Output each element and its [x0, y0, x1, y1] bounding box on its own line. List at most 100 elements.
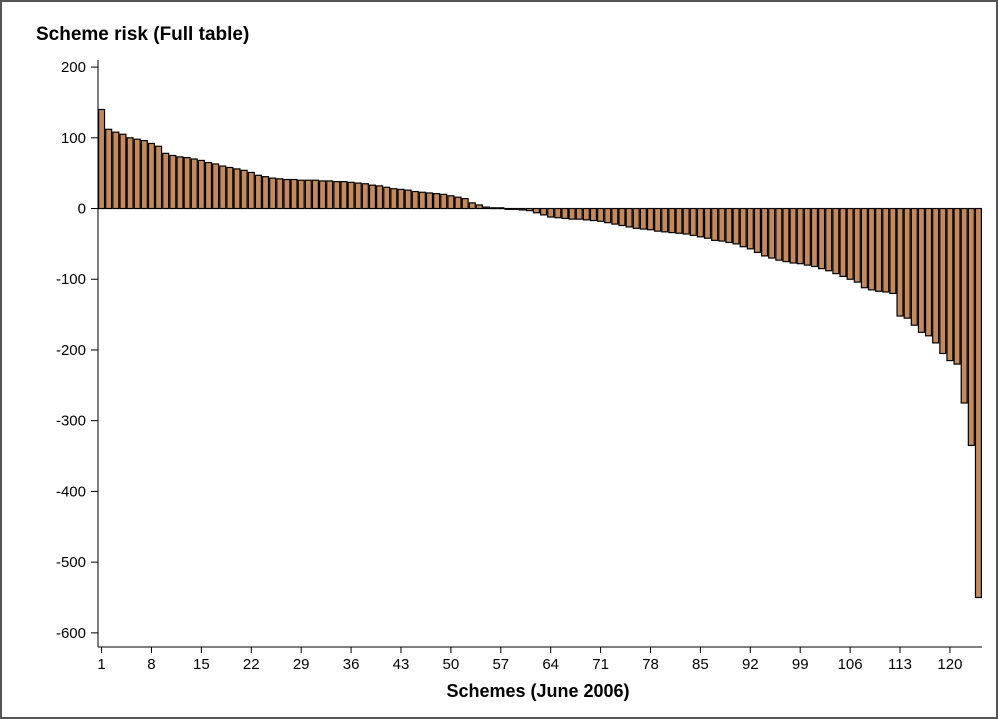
bar — [97, 108, 106, 210]
bar — [554, 207, 562, 219]
bar — [383, 186, 391, 210]
y-tick-label: 200 — [61, 59, 86, 76]
bar — [155, 145, 163, 210]
bar — [689, 207, 697, 236]
bar — [261, 176, 270, 210]
bar — [711, 207, 719, 241]
bar — [910, 207, 918, 326]
bar — [233, 168, 241, 210]
bar — [340, 181, 348, 210]
x-tick-label: 1 — [97, 656, 105, 673]
bar — [960, 207, 968, 404]
bar — [611, 207, 619, 225]
bar — [411, 190, 419, 210]
bar — [461, 198, 469, 210]
bar — [140, 140, 148, 210]
bar — [575, 207, 583, 220]
bar — [147, 142, 156, 210]
bar — [354, 182, 362, 210]
bar — [404, 189, 412, 210]
bar — [504, 207, 512, 210]
bar — [903, 207, 911, 319]
bar — [475, 204, 483, 210]
bar — [839, 207, 847, 278]
bar — [297, 179, 305, 210]
bar — [924, 207, 933, 337]
bar — [447, 195, 455, 210]
bar — [604, 207, 612, 224]
x-tick-label: 57 — [492, 656, 509, 673]
x-tick-label: 43 — [393, 656, 410, 673]
bar — [397, 188, 405, 210]
bar — [775, 207, 783, 261]
bar — [654, 207, 662, 232]
bar — [518, 207, 526, 211]
bar — [119, 133, 127, 210]
x-tick-label: 113 — [888, 656, 912, 673]
bar — [490, 207, 498, 210]
y-tick-label: -100 — [56, 271, 86, 288]
x-tick-label: 36 — [343, 656, 360, 673]
x-tick-label: 71 — [592, 656, 609, 673]
bar — [810, 207, 819, 268]
bar — [632, 207, 640, 229]
y-tick-label: -200 — [56, 342, 86, 359]
bar — [703, 207, 712, 239]
bar — [190, 158, 198, 210]
bar — [226, 166, 234, 210]
bar — [853, 207, 861, 283]
bar — [290, 178, 298, 210]
bar — [440, 193, 448, 210]
bar — [867, 207, 876, 291]
bar — [525, 207, 533, 212]
bar — [276, 178, 284, 210]
x-tick-label: 99 — [792, 656, 809, 673]
bar — [219, 165, 227, 210]
plot-area: 200 100 0 -100 -200 -300 -400 -500 -600 1 8 15 22 29 3… — [56, 59, 982, 673]
bar — [789, 207, 797, 264]
bar — [347, 181, 355, 210]
bar — [932, 207, 940, 344]
bar — [882, 207, 890, 293]
bar — [376, 185, 384, 210]
bar — [326, 180, 334, 210]
y-tick-label: -400 — [56, 483, 86, 500]
bar — [696, 207, 704, 238]
bar — [597, 207, 605, 222]
bar — [939, 207, 947, 355]
bar — [661, 207, 669, 233]
bar — [468, 202, 476, 210]
bar — [832, 207, 840, 275]
y-tick-label: -500 — [56, 554, 86, 571]
bar — [454, 196, 462, 210]
bar — [105, 128, 113, 210]
bar — [368, 184, 377, 210]
bar — [539, 207, 548, 216]
bar — [825, 207, 833, 272]
x-tick-label: 120 — [937, 656, 962, 673]
bar — [390, 188, 398, 210]
bar — [183, 157, 191, 210]
bar — [803, 207, 811, 266]
bar — [718, 207, 726, 242]
y-tick-label: 0 — [78, 201, 86, 218]
bar — [760, 207, 769, 257]
bar — [746, 207, 754, 250]
bar — [547, 207, 555, 218]
bar — [425, 192, 434, 210]
bar — [889, 207, 897, 294]
bar — [896, 207, 904, 317]
bar — [768, 207, 776, 259]
bar — [162, 152, 170, 210]
bar — [511, 207, 519, 210]
bar — [589, 207, 598, 222]
bar — [561, 207, 569, 220]
y-tick-label: -300 — [56, 413, 86, 430]
bar — [319, 180, 327, 210]
bar — [639, 207, 647, 230]
bar — [361, 183, 369, 210]
x-tick-label: 8 — [147, 656, 155, 673]
bar — [304, 179, 312, 210]
